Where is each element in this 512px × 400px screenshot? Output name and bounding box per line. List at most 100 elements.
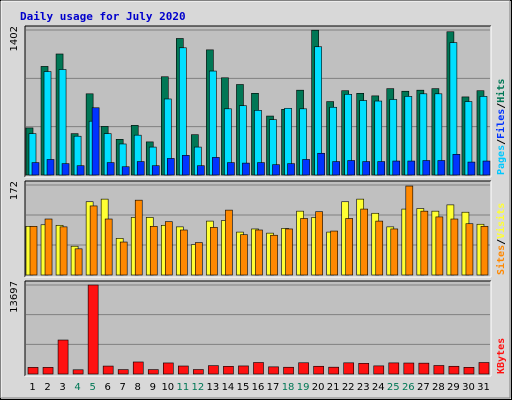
kbytes-bar-kbytes-day-8 [132, 361, 144, 375]
x-tick-label: 11 [176, 382, 189, 393]
visits-bar-sites-day-22 [345, 218, 353, 276]
x-tick-label: 21 [327, 382, 340, 393]
x-tick-label: 30 [462, 382, 475, 393]
hits-ymax-label: 1402 [9, 26, 20, 51]
visits-bar-sites-day-17 [270, 234, 278, 276]
hits-legend: Pages/Files/Hits [495, 79, 507, 175]
hits-bar-pages-day-26 [407, 160, 416, 176]
x-tick-label: 3 [59, 382, 65, 393]
hits-bar-pages-day-19 [302, 159, 310, 176]
x-tick-label: 22 [342, 382, 355, 393]
visits-bar-sites-day-26 [405, 185, 414, 276]
x-tick-label: 18 [282, 382, 295, 393]
visits-bar-sites-day-18 [285, 228, 293, 276]
hits-bar-pages-day-25 [392, 160, 401, 176]
visits-bar-sites-day-14 [225, 209, 233, 276]
visits-bar-sites-day-10 [164, 221, 173, 276]
x-tick-label: 23 [357, 382, 370, 393]
visits-legend-entry: / [496, 239, 507, 245]
kbytes-bar-kbytes-day-24 [373, 365, 385, 375]
kbytes-bar-kbytes-day-12 [193, 369, 204, 375]
hits-bar-pages-day-6 [106, 162, 115, 176]
hits-bar-pages-day-3 [61, 163, 70, 176]
kbytes-bar-kbytes-day-31 [478, 362, 490, 375]
x-tick-label: 27 [417, 382, 430, 393]
kbytes-bar-kbytes-day-21 [328, 366, 339, 375]
kbytes-bar-kbytes-day-20 [313, 365, 324, 375]
hits-bar-pages-day-24 [377, 161, 386, 176]
kbytes-bar-kbytes-day-25 [388, 362, 400, 375]
kbytes-bar-kbytes-day-23 [358, 363, 370, 375]
x-tick-label: 25 [387, 382, 400, 393]
x-tick-label: 26 [402, 382, 415, 393]
visits-bar-sites-day-27 [420, 210, 429, 276]
plot-layer: 1402Pages/Files/Hits172Sites/Visits13697… [9, 25, 507, 393]
x-tick-label: 29 [447, 382, 460, 393]
x-tick-label: 17 [267, 382, 280, 393]
x-tick-label: 14 [222, 382, 235, 393]
visits-bar-sites-day-6 [104, 218, 113, 276]
hits-bar-pages-day-20 [317, 152, 325, 176]
kbytes-bar-kbytes-day-29 [448, 365, 460, 375]
kbytes-bar-kbytes-day-10 [162, 362, 174, 375]
x-tick-label: 19 [297, 382, 310, 393]
visits-bar-sites-day-19 [300, 218, 308, 276]
hits-bar-pages-day-12 [197, 165, 205, 176]
visits-bar-sites-day-31 [480, 226, 489, 276]
hits-bar-pages-day-29 [452, 154, 461, 176]
hits-legend-entry: / [496, 139, 507, 145]
hits-bar-pages-day-31 [482, 160, 491, 176]
x-tick-label: 20 [312, 382, 325, 393]
chart-title: Daily usage for July 2020 [20, 10, 186, 23]
kbytes-bar-kbytes-day-13 [208, 365, 219, 375]
kbytes-legend: KBytes [496, 338, 507, 374]
hits-bar-pages-day-10 [166, 158, 175, 176]
kbytes-bar-kbytes-day-3 [57, 339, 69, 375]
hits-bar-pages-day-15 [242, 162, 250, 176]
hits-bar-pages-day-17 [272, 164, 280, 176]
kbytes-legend-entry: KBytes [496, 338, 507, 374]
visits-bar-sites-day-25 [390, 228, 399, 276]
visits-bar-sites-day-9 [149, 226, 158, 276]
hits-bar-pages-day-2 [46, 159, 55, 176]
kbytes-bar-kbytes-day-15 [238, 365, 249, 375]
visits-bar-sites-day-24 [375, 220, 384, 276]
kbytes-bar-kbytes-day-26 [403, 362, 415, 375]
x-tick-label: 7 [120, 382, 126, 393]
x-tick-label: 28 [432, 382, 445, 393]
hits-bar-pages-day-5 [91, 107, 100, 176]
hits-bar-pages-day-28 [437, 160, 446, 176]
kbytes-bar-kbytes-day-18 [283, 366, 294, 375]
kbytes-bar-kbytes-day-19 [298, 362, 309, 375]
visits-panel: 172 Sites/Visits [9, 180, 507, 278]
visits-bar-sites-day-28 [435, 216, 444, 276]
x-tick-label: 16 [252, 382, 265, 393]
x-tick-label: 6 [104, 382, 110, 393]
hits-bar-pages-day-16 [257, 162, 265, 176]
visits-bar-sites-day-15 [240, 234, 248, 276]
kbytes-ymax-label: 13697 [9, 281, 20, 313]
visits-bar-sites-day-20 [315, 211, 323, 276]
hits-legend-entry: Hits [495, 79, 507, 103]
kbytes-bar-kbytes-day-11 [178, 365, 189, 375]
x-tick-label: 15 [237, 382, 250, 393]
visits-bar-sites-day-8 [134, 199, 143, 276]
hits-bar-pages-day-21 [332, 161, 340, 176]
x-tick-label: 2 [44, 382, 50, 393]
x-tick-label: 1 [29, 382, 35, 393]
visits-ymax-label: 172 [9, 181, 20, 200]
hits-bar-pages-day-27 [422, 160, 431, 176]
visits-bar-sites-day-11 [180, 229, 188, 276]
visits-legend-entry: Sites [495, 245, 507, 275]
visits-bar-sites-day-4 [74, 248, 83, 276]
visits-legend-entry: Visits [495, 203, 507, 239]
kbytes-bar-kbytes-day-28 [433, 365, 445, 375]
kbytes-plot-area [25, 281, 491, 376]
hits-bar-pages-day-23 [362, 161, 371, 176]
visits-bar-sites-day-3 [59, 226, 68, 276]
visits-bar-sites-day-13 [210, 227, 218, 276]
visits-bar-sites-day-12 [195, 242, 203, 276]
visits-bar-sites-day-5 [89, 205, 98, 276]
x-tick-label: 8 [135, 382, 141, 393]
visits-legend: Sites/Visits [495, 203, 507, 275]
